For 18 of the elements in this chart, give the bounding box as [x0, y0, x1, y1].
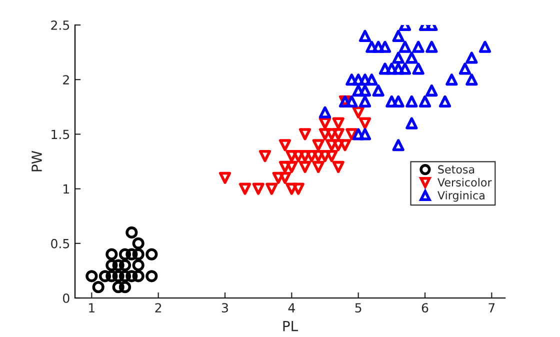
legend-label: Virginica: [438, 190, 484, 202]
y-tick-label: 0: [63, 293, 70, 303]
x-tick-label: 6: [422, 303, 428, 313]
x-tick-label: 7: [488, 303, 495, 312]
y-tick-label: 0.5: [51, 238, 70, 248]
x-tick-label: 5: [355, 303, 362, 313]
legend-label: Versicolor: [438, 178, 492, 187]
y-tick-label: 1: [64, 184, 69, 194]
y-axis-title: PW: [32, 150, 42, 172]
x-tick-label: 2: [155, 303, 162, 312]
x-axis-title: PL: [283, 320, 298, 332]
legend-label: Setosa: [438, 165, 474, 174]
x-tick-label: 4: [288, 303, 295, 312]
y-tick-label: 1.5: [52, 130, 70, 140]
y-tick-label: 2.5: [51, 20, 70, 30]
x-tick-label: 1: [89, 303, 94, 312]
x-tick-label: 3: [222, 303, 228, 313]
y-tick-label: 2: [63, 75, 69, 84]
